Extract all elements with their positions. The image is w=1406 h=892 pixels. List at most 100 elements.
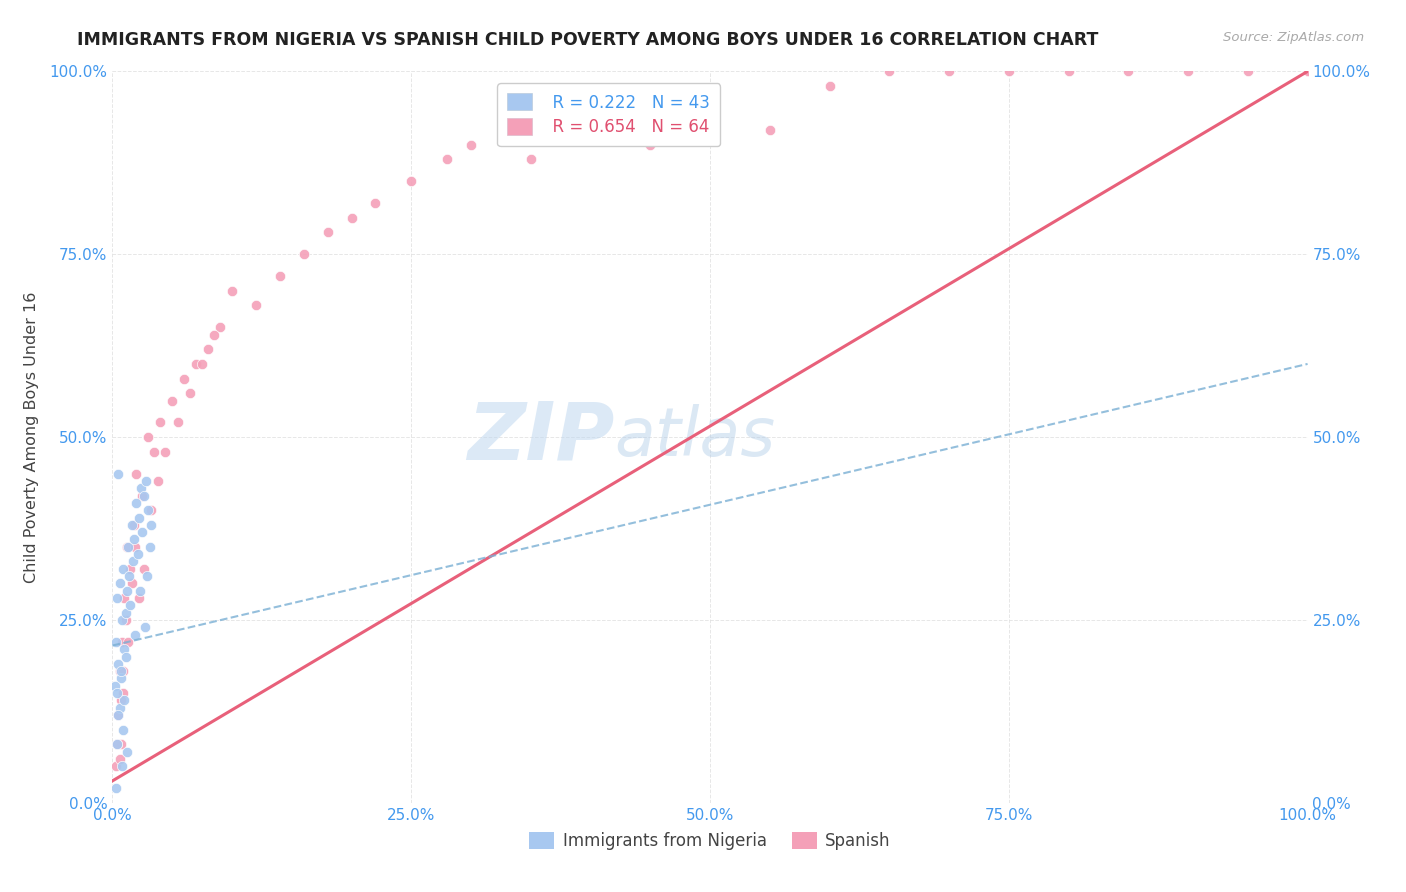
Point xyxy=(117,540,139,554)
Point xyxy=(118,569,141,583)
Point xyxy=(121,576,143,591)
Point xyxy=(117,635,139,649)
Point xyxy=(105,591,128,605)
Point xyxy=(108,576,131,591)
Point xyxy=(186,357,208,371)
Point xyxy=(1177,64,1199,78)
Point xyxy=(1296,64,1319,78)
Point xyxy=(818,78,841,93)
Point xyxy=(167,416,190,430)
Point xyxy=(1118,64,1140,78)
Point xyxy=(115,540,138,554)
Point xyxy=(124,540,146,554)
Point xyxy=(938,64,960,78)
Text: Source: ZipAtlas.com: Source: ZipAtlas.com xyxy=(1223,31,1364,45)
Point xyxy=(114,642,135,657)
Point xyxy=(134,620,156,634)
Point xyxy=(292,247,315,261)
Point xyxy=(108,700,131,714)
Point xyxy=(131,489,153,503)
Point xyxy=(128,591,150,605)
Point xyxy=(879,64,901,78)
Point xyxy=(105,759,128,773)
Point xyxy=(114,613,136,627)
Point xyxy=(108,664,131,678)
Point xyxy=(122,533,145,547)
Point xyxy=(127,547,149,561)
Point xyxy=(146,474,169,488)
Point xyxy=(112,723,135,737)
Point xyxy=(120,599,142,613)
Point xyxy=(114,649,136,664)
Point xyxy=(135,474,157,488)
Point xyxy=(110,693,132,707)
Point xyxy=(110,664,132,678)
Text: atlas: atlas xyxy=(614,404,776,470)
Point xyxy=(125,496,148,510)
Point xyxy=(153,444,176,458)
Point xyxy=(129,481,152,495)
Point xyxy=(162,393,183,408)
Point xyxy=(129,583,152,598)
Point xyxy=(269,269,291,284)
Point xyxy=(340,211,363,225)
Point xyxy=(138,540,160,554)
Point xyxy=(579,123,602,137)
Point xyxy=(191,357,214,371)
Point xyxy=(1296,64,1319,78)
Point xyxy=(136,569,159,583)
Point xyxy=(107,708,129,723)
Point xyxy=(114,591,135,605)
Point xyxy=(132,562,155,576)
Point xyxy=(105,737,128,751)
Point xyxy=(202,327,225,342)
Point xyxy=(107,467,129,481)
Point xyxy=(1296,64,1319,78)
Point xyxy=(125,467,148,481)
Point xyxy=(143,444,166,458)
Legend: Immigrants from Nigeria, Spanish: Immigrants from Nigeria, Spanish xyxy=(523,825,897,856)
Point xyxy=(105,781,128,796)
Point xyxy=(436,152,458,166)
Point xyxy=(998,64,1021,78)
Point xyxy=(138,503,160,517)
Point xyxy=(111,759,134,773)
Point xyxy=(121,554,143,568)
Point xyxy=(107,708,129,723)
Point xyxy=(115,745,138,759)
Point xyxy=(460,137,482,152)
Point xyxy=(122,517,145,532)
Point xyxy=(179,386,201,401)
Point xyxy=(699,101,721,115)
Point xyxy=(120,562,142,576)
Point xyxy=(1057,64,1080,78)
Point xyxy=(640,137,662,152)
Point xyxy=(132,489,155,503)
Point xyxy=(105,686,128,700)
Point xyxy=(1237,64,1260,78)
Point xyxy=(128,510,150,524)
Point xyxy=(112,686,135,700)
Point xyxy=(115,583,138,598)
Point xyxy=(149,416,172,430)
Point xyxy=(131,525,153,540)
Point xyxy=(138,430,160,444)
Point xyxy=(759,123,782,137)
Point xyxy=(112,664,135,678)
Point xyxy=(221,284,243,298)
Point xyxy=(139,503,162,517)
Point xyxy=(139,517,162,532)
Point xyxy=(111,613,134,627)
Point xyxy=(124,627,146,641)
Point xyxy=(105,737,128,751)
Point xyxy=(110,737,132,751)
Point xyxy=(197,343,219,357)
Point xyxy=(107,657,129,671)
Point xyxy=(520,152,543,166)
Point xyxy=(245,298,267,312)
Point xyxy=(121,517,143,532)
Point xyxy=(316,225,339,239)
Point xyxy=(173,371,195,385)
Point xyxy=(112,562,135,576)
Point xyxy=(105,635,128,649)
